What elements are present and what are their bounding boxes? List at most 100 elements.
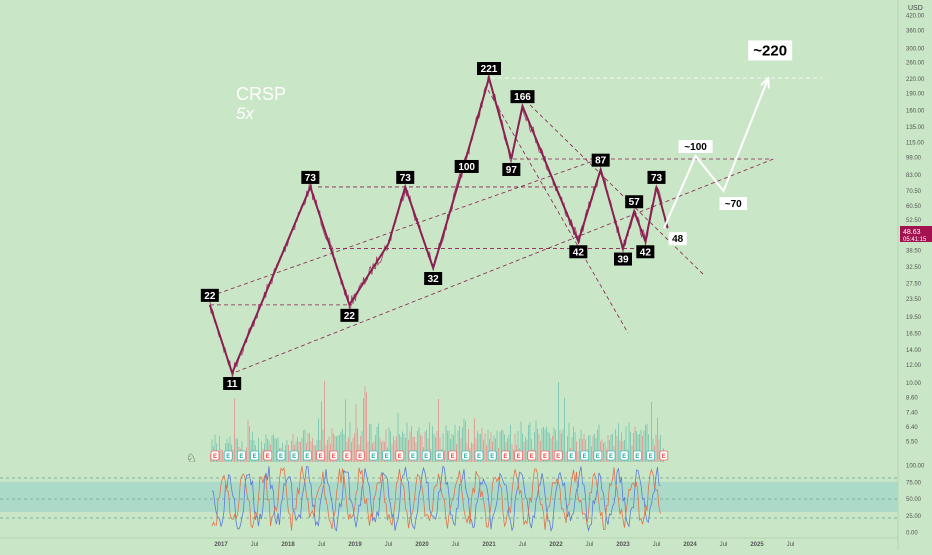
earnings-marker[interactable]: E	[474, 450, 484, 461]
price-tick-label: 83.00	[906, 173, 922, 179]
volume-bar	[429, 422, 430, 462]
volume-bar	[436, 430, 438, 462]
earnings-marker[interactable]: E	[659, 450, 669, 461]
volume-bar	[510, 424, 511, 462]
earnings-marker[interactable]: E	[487, 450, 497, 461]
earnings-marker[interactable]: E	[316, 450, 326, 461]
price-tick-label: 10.00	[906, 381, 922, 387]
earnings-marker[interactable]: E	[395, 450, 405, 461]
volume-bar	[633, 432, 634, 462]
rsi-line	[211, 466, 661, 531]
svg-text:E: E	[305, 454, 309, 460]
price-tick-label: 27.50	[906, 281, 922, 287]
volume-bar	[595, 438, 597, 462]
wave-label-box	[636, 245, 655, 259]
volume-bar	[474, 418, 475, 462]
wave-label: 87	[595, 156, 607, 167]
earnings-marker[interactable]: E	[606, 450, 616, 461]
volume-bar	[370, 423, 372, 462]
earnings-marker[interactable]: E	[461, 450, 471, 461]
earnings-marker[interactable]: E	[633, 450, 642, 461]
earnings-marker[interactable]: E	[421, 450, 431, 461]
volume-bar	[634, 426, 636, 462]
volume-bar	[421, 436, 423, 462]
earnings-marker[interactable]: E	[593, 450, 603, 461]
volume-bar	[612, 433, 613, 462]
volume-bar	[237, 438, 238, 462]
dividend-icon[interactable]: ♘	[186, 451, 197, 465]
volume-bar	[424, 431, 426, 462]
time-tick-label: Jul	[519, 542, 527, 548]
volume-bar	[481, 428, 483, 462]
volume-bar	[639, 433, 640, 462]
volume-bar	[325, 444, 327, 462]
volume-bar	[513, 449, 514, 462]
earnings-marker[interactable]: E	[553, 450, 563, 461]
time-tick-label: Jul	[318, 542, 326, 548]
earnings-marker[interactable]: E	[580, 450, 589, 461]
volume-bar	[582, 439, 583, 462]
earnings-marker[interactable]: E	[408, 450, 418, 461]
earnings-marker[interactable]: E	[448, 450, 458, 461]
earnings-marker[interactable]: E	[382, 450, 392, 461]
earnings-marker[interactable]: E	[567, 450, 576, 461]
volume-bar	[601, 439, 603, 462]
earnings-marker[interactable]: E	[236, 450, 246, 461]
volume-bar	[286, 439, 288, 462]
volume-bar	[541, 428, 543, 462]
horizontal-levels	[210, 77, 822, 306]
earnings-marker[interactable]: E	[263, 450, 273, 461]
volume-bar	[651, 402, 652, 462]
earnings-marker[interactable]: E	[368, 450, 378, 461]
volume-bar	[529, 422, 531, 462]
price-tick-label: 19.50	[906, 315, 922, 321]
volume-bar	[334, 435, 336, 462]
volume-bar	[448, 430, 450, 462]
earnings-marker[interactable]: E	[289, 450, 299, 461]
volume-bar	[630, 431, 631, 462]
earnings-marker[interactable]: E	[540, 450, 550, 461]
earnings-marker[interactable]: E	[619, 450, 629, 461]
volume-bar	[487, 429, 489, 462]
volume-bar	[393, 436, 394, 462]
earnings-marker[interactable]: E	[276, 450, 286, 461]
earnings-marker[interactable]: E	[527, 450, 537, 461]
volume-bar	[292, 433, 294, 462]
earnings-marker[interactable]: E	[223, 450, 233, 461]
earnings-marker[interactable]: E	[646, 450, 655, 461]
earnings-marker[interactable]: E	[302, 450, 312, 461]
volume-bar	[525, 437, 526, 462]
volume-bar	[637, 434, 639, 462]
svg-text:E: E	[332, 454, 336, 460]
price-axis-panel[interactable]	[898, 0, 932, 550]
earnings-marker[interactable]: E	[329, 450, 339, 461]
volume-bar	[471, 442, 472, 462]
volume-bar	[642, 435, 643, 462]
svg-text:E: E	[503, 454, 507, 460]
earnings-marker[interactable]: E	[250, 450, 260, 461]
earnings-marker[interactable]: E	[342, 450, 352, 461]
wave-label: 221	[481, 64, 498, 75]
volume-bar	[309, 432, 310, 462]
earnings-marker[interactable]: E	[210, 450, 220, 461]
volume-bar	[394, 440, 396, 462]
wave-label-box	[424, 272, 443, 286]
earnings-marker[interactable]: E	[355, 450, 365, 461]
projection-label-box	[748, 40, 793, 61]
svg-text:E: E	[530, 454, 534, 460]
volume-bar	[307, 433, 309, 462]
volume-bar	[274, 438, 276, 462]
volume-bar	[549, 433, 550, 462]
wave-label-box	[396, 170, 415, 184]
volume-bar	[493, 435, 495, 462]
earnings-marker[interactable]: E	[514, 450, 523, 461]
volume-bar	[616, 435, 618, 462]
volume-bar	[553, 427, 555, 462]
volume-bar	[214, 434, 216, 462]
earnings-marker[interactable]: E	[500, 450, 510, 461]
wave-label: 166	[514, 92, 531, 103]
earnings-marker[interactable]: E	[434, 450, 444, 461]
